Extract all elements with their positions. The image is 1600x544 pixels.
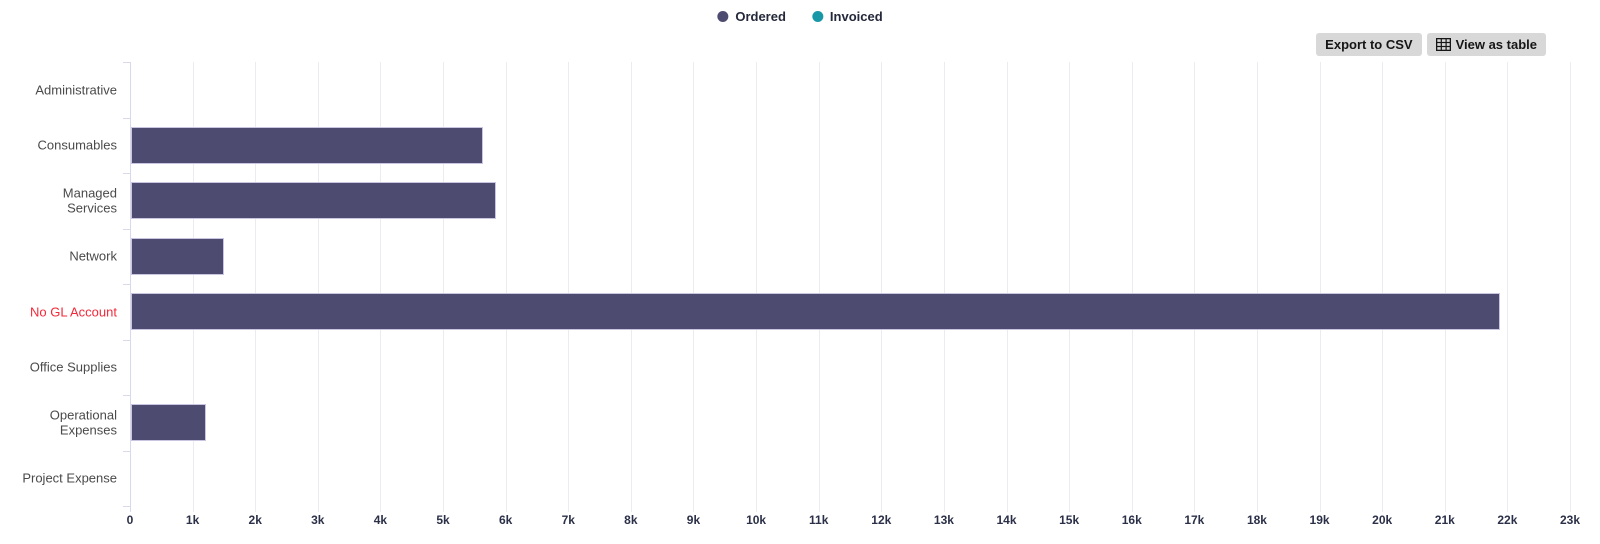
bar-ordered[interactable] [131,182,496,220]
gridline [818,62,820,512]
view-as-table-label: View as table [1455,37,1537,52]
x-axis-tick-label: 12k [871,513,892,527]
gridline [693,62,695,512]
legend-label: Invoiced [829,9,883,24]
gridline [1444,62,1446,512]
y-axis-tick [123,339,130,341]
gridline [255,62,257,512]
gridline [1256,62,1258,512]
x-axis-tick-label: 21k [1434,513,1455,527]
y-axis-line [130,62,131,512]
gridline [1069,62,1071,512]
y-axis-tick [123,395,130,396]
y-axis-tick [123,228,130,230]
legend-item-invoiced[interactable]: Invoiced [811,9,883,24]
legend-dot-icon [717,11,729,22]
view-as-table-button[interactable]: View as table [1426,33,1546,56]
gridline [756,62,758,512]
export-csv-button[interactable]: Export to CSV [1316,33,1422,56]
x-axis-tick-label: 17k [1184,513,1205,527]
gridline [943,62,945,512]
category-label: Office Supplies [29,359,117,375]
y-axis-tick [123,173,130,174]
bar-ordered[interactable] [131,293,1500,331]
x-axis-tick-label: 14k [996,513,1017,527]
gridline [192,62,194,512]
chart-toolbar: Export to CSV View as table [1316,33,1546,56]
table-grid-icon [1435,38,1451,51]
gridline [443,62,445,512]
gridline [380,62,382,512]
x-axis-tick-label: 0 [126,513,134,527]
x-axis-tick-label: 16k [1121,513,1142,527]
legend-item-ordered[interactable]: Ordered [717,9,786,24]
gridline [1507,62,1509,512]
gridline [1131,62,1133,512]
legend-dot-icon [811,11,823,22]
gridline [630,62,632,512]
bar-ordered[interactable] [131,404,206,442]
y-axis-tick [123,62,130,63]
x-axis-tick-label: 19k [1309,513,1330,527]
y-axis-tick [123,117,130,119]
category-label: Consumables [37,137,118,153]
x-axis-tick-label: 1k [185,513,200,527]
gridline [505,62,507,512]
category-label: Administrative [35,82,117,98]
x-axis-tick-label: 22k [1497,513,1518,527]
gridline [568,62,570,512]
x-axis-tick-label: 13k [933,513,954,527]
category-label: Operational Expenses [49,407,117,438]
category-label: No GL Account [30,304,117,320]
x-axis-tick-label: 18k [1246,513,1267,527]
x-axis-tick-label: 23k [1559,513,1581,527]
y-axis-tick [123,450,130,452]
gridline [1319,62,1321,512]
x-axis-tick-label: 2k [248,513,262,527]
x-axis-tick-label: 7k [561,513,575,527]
x-axis-tick-label: 4k [373,513,388,527]
legend-label: Ordered [735,9,786,24]
x-axis-tick-label: 10k [746,513,767,527]
y-axis-tick [123,284,130,285]
x-axis-tick-label: 8k [624,513,638,527]
x-axis-tick-label: 11k [809,513,829,527]
gridline [1382,62,1384,512]
gridline [1006,62,1008,512]
chart-legend: Ordered Invoiced [717,9,883,24]
bar-ordered[interactable] [131,126,483,164]
category-label: Project Expense [22,470,117,486]
y-axis-tick [123,506,130,507]
gridline [1570,62,1571,512]
x-axis-tick-label: 5k [436,513,450,527]
gridline [317,62,319,512]
x-axis-tick-label: 9k [686,513,701,527]
x-axis-tick-label: 3k [311,513,325,527]
gridline [1194,62,1196,512]
x-axis-tick-label: 6k [498,513,513,527]
x-axis-tick-label: 20k [1372,513,1393,527]
category-label: Network [69,248,117,264]
bar-ordered[interactable] [131,237,224,275]
gridline [881,62,883,512]
x-axis-tick-label: 15k [1059,513,1080,527]
category-label: Managed Services [62,185,117,216]
